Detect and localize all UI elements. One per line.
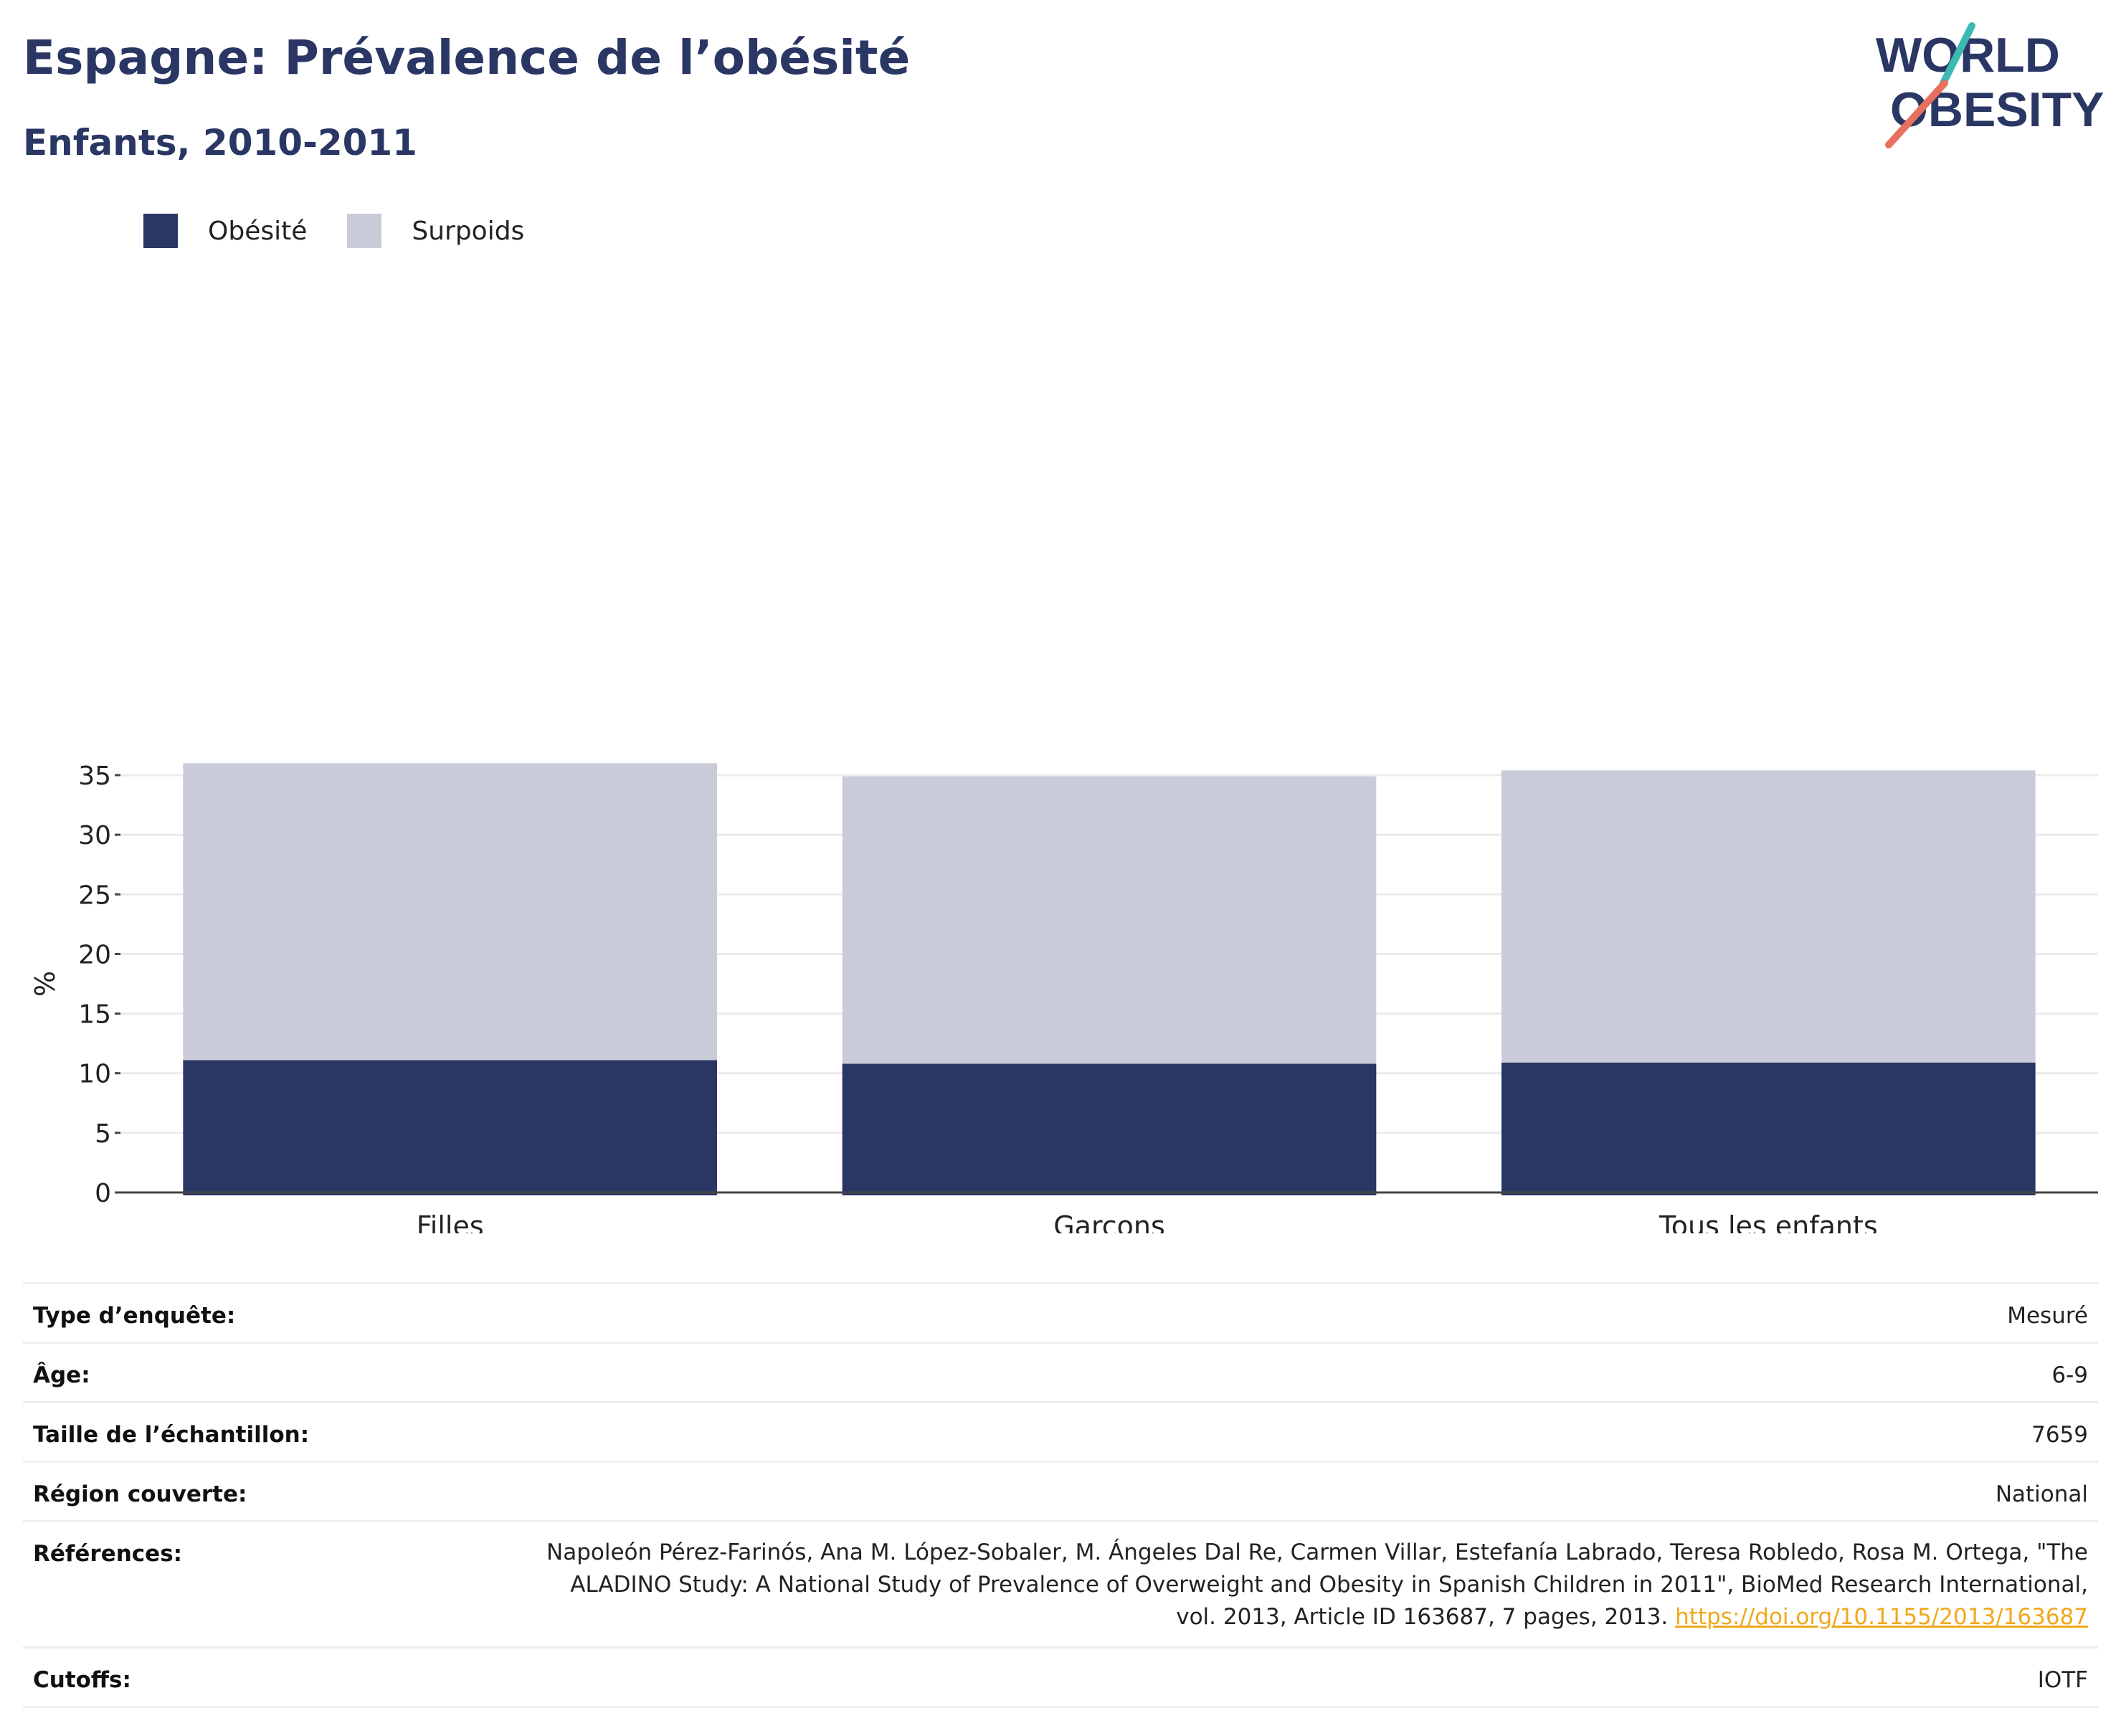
y-tick-label: 0 (95, 1179, 111, 1208)
chart-subtitle: Enfants, 2010-2011 (23, 122, 417, 163)
meta-value: IOTF (2037, 1667, 2088, 1693)
stacked-bar-chart: 0 5 10 15 20 25 30 35% Filles Garçons Tous les enf… (29, 762, 2098, 1233)
x-tick-label: Tous les enfants (1659, 1210, 1878, 1233)
meta-row-sample-size: Taille de l’échantillon: 7659 (23, 1401, 2098, 1461)
bar-obesite-3 (1501, 1062, 2036, 1195)
meta-label: Type d’enquête: (33, 1303, 236, 1329)
reference-citation: Napoleón Pérez-Farinós, Ana M. López-Sob… (532, 1537, 2088, 1633)
legend-item-obesite[interactable]: Obésité (143, 214, 307, 248)
bar-obesite-2 (842, 1063, 1377, 1195)
legend-swatch-surpoids (347, 214, 382, 248)
meta-label: Références: (33, 1541, 183, 1567)
y-tick-label: 5 (95, 1119, 111, 1149)
meta-label: Cutoffs: (33, 1667, 131, 1693)
meta-row-cutoffs: Cutoffs: IOTF (23, 1646, 2098, 1708)
bar-surpoids-2 (842, 776, 1377, 1064)
logo-slash-coral (1885, 80, 1948, 148)
chart-title: Espagne: Prévalence de l’obésité (23, 30, 911, 85)
meta-row-region: Région couverte: National (23, 1461, 2098, 1520)
y-tick-label: 15 (78, 1000, 111, 1030)
reference-text: Napoleón Pérez-Farinós, Ana M. López-Sob… (546, 1540, 2088, 1630)
world-obesity-logo: WORLD OBESITY (1876, 22, 2105, 148)
y-tick-label: 30 (78, 821, 111, 850)
y-tick-label: 25 (78, 881, 111, 910)
doi-link[interactable]: https://doi.org/10.1155/2013/163687 (1675, 1604, 2088, 1630)
y-axis-label: % (29, 971, 61, 997)
meta-value: 6-9 (2051, 1362, 2088, 1388)
y-tick-label: 10 (78, 1060, 111, 1089)
legend-swatch-obesite (143, 214, 178, 248)
meta-value: 7659 (2031, 1422, 2088, 1448)
meta-value: Mesuré (2007, 1303, 2088, 1329)
meta-label: Taille de l’échantillon: (33, 1422, 310, 1448)
bar-obesite-1 (183, 1060, 717, 1195)
survey-metadata-table: Type d’enquête: Mesuré Âge: 6-9 Taille d… (23, 1282, 2098, 1708)
y-tick-label: 20 (78, 940, 111, 969)
meta-label: Âge: (33, 1362, 90, 1388)
meta-value: National (1995, 1481, 2088, 1507)
meta-value: Napoleón Pérez-Farinós, Ana M. López-Sob… (532, 1537, 2088, 1633)
legend-item-surpoids[interactable]: Surpoids (347, 214, 524, 248)
bar-surpoids-3 (1501, 770, 2036, 1063)
meta-row-survey-type: Type d’enquête: Mesuré (23, 1282, 2098, 1342)
x-tick-label: Garçons (1053, 1210, 1165, 1233)
logo-slash-teal (1940, 22, 1975, 87)
meta-row-references: Références: Napoleón Pérez-Farinós, Ana … (23, 1520, 2098, 1646)
meta-label: Région couverte: (33, 1481, 247, 1507)
x-tick-label: Filles (417, 1210, 484, 1233)
legend-label-surpoids: Surpoids (412, 216, 525, 246)
chart-legend: Obésité Surpoids (143, 214, 564, 248)
y-tick-label: 35 (78, 762, 111, 791)
logo-word-obesity: OBESITY (1890, 82, 2105, 137)
meta-row-age: Âge: 6-9 (23, 1342, 2098, 1401)
legend-label-obesite: Obésité (208, 216, 308, 246)
bar-surpoids-1 (183, 763, 717, 1061)
